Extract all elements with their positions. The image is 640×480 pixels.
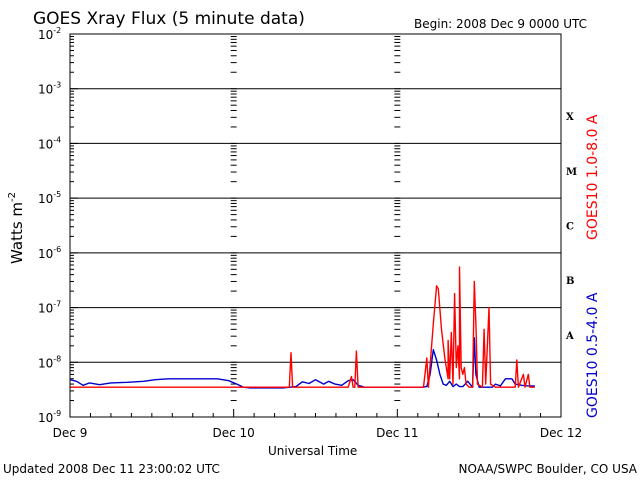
y-tick-base: 10 <box>38 28 53 42</box>
y-tick-base: 10 <box>38 83 53 97</box>
y-tick-exponent: -2 <box>53 26 61 35</box>
series-label-long: GOES10 1.0-8.0 A <box>585 114 601 240</box>
y-tick-label: 10-7 <box>38 300 61 316</box>
y-tick-exponent: -4 <box>53 135 61 144</box>
flare-class-label: X <box>566 112 574 123</box>
y-tick-exponent: -9 <box>53 409 61 418</box>
x-axis-title: Universal Time <box>268 444 357 458</box>
y-tick-exponent: -3 <box>53 81 61 90</box>
y-tick-base: 10 <box>38 192 53 206</box>
y-tick-base: 10 <box>38 411 53 425</box>
begin-label: Begin: 2008 Dec 9 0000 UTC <box>414 17 587 31</box>
y-tick-label: 10-6 <box>38 245 61 261</box>
y-tick-label: 10-9 <box>38 409 61 425</box>
y-tick-base: 10 <box>38 137 53 151</box>
y-tick-exponent: -7 <box>53 300 61 309</box>
y-tick-exponent: -8 <box>53 354 61 363</box>
x-tick-label: Dec 12 <box>540 426 582 440</box>
y-tick-base: 10 <box>38 302 53 316</box>
y-tick-label: 10-5 <box>38 190 61 206</box>
y-axis-title-text: Watts m-2 <box>7 192 26 264</box>
x-tick-label: Dec 10 <box>213 426 255 440</box>
chart-title: GOES Xray Flux (5 minute data) <box>33 9 305 29</box>
y-tick-label: 10-2 <box>38 26 61 42</box>
flare-class-labels: X M C B A <box>565 112 577 342</box>
plot-frame <box>69 33 562 418</box>
y-tick-base: 10 <box>38 356 53 370</box>
series-label-short: GOES10 0.5-4.0 A <box>585 292 601 418</box>
y-axis-title-main: Watts m <box>8 202 26 264</box>
flare-class-label: C <box>566 222 574 233</box>
series-line <box>69 337 535 389</box>
flare-class-label: M <box>566 167 577 178</box>
y-axis-ticks: 10-910-810-710-610-510-410-310-2 <box>38 26 78 425</box>
flare-class-label: A <box>565 331 574 342</box>
y-axis-title: Watts m-2 <box>7 192 26 264</box>
x-tick-label: Dec 11 <box>376 426 418 440</box>
series-label-long-text: GOES10 1.0-8.0 A <box>585 114 601 240</box>
x-axis-ticks: Dec 9 Dec 10 Dec 11 Dec 12 <box>53 36 582 440</box>
y-tick-label: 10-8 <box>38 354 61 370</box>
series-line <box>70 266 535 388</box>
flare-class-label: B <box>566 276 574 287</box>
series-lines <box>69 266 535 389</box>
updated-footer: Updated 2008 Dec 11 23:00:02 UTC <box>3 462 220 476</box>
y-axis-title-superscript: -2 <box>7 192 18 202</box>
y-tick-exponent: -6 <box>53 245 61 254</box>
gridlines <box>70 88 561 363</box>
y-tick-base: 10 <box>38 247 53 261</box>
credit-footer: NOAA/SWPC Boulder, CO USA <box>459 462 638 476</box>
x-tick-label: Dec 9 <box>53 426 88 440</box>
y-tick-label: 10-4 <box>38 135 61 151</box>
y-tick-exponent: -5 <box>53 190 61 199</box>
y-tick-label: 10-3 <box>38 81 61 97</box>
series-label-short-text: GOES10 0.5-4.0 A <box>585 292 601 418</box>
